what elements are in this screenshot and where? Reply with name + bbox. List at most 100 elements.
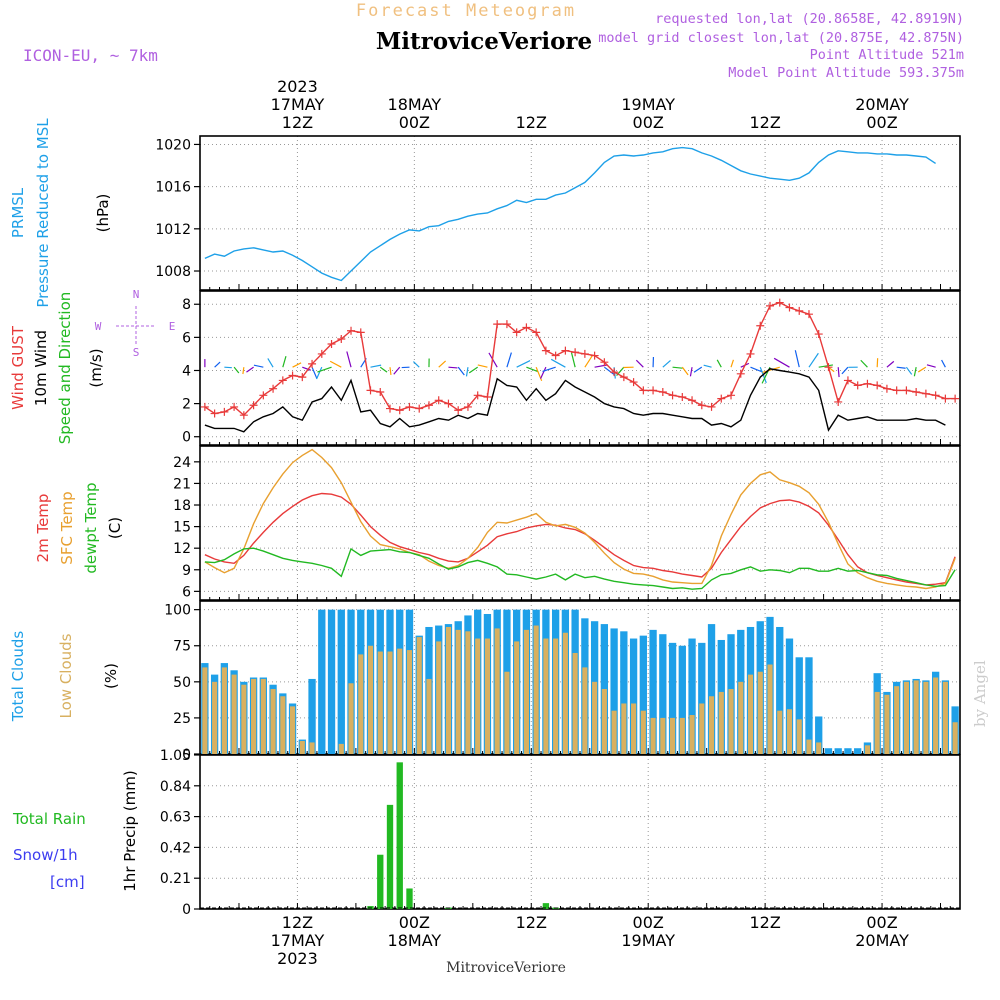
- low-cloud-bar: [562, 632, 568, 754]
- low-cloud-bar: [894, 686, 900, 754]
- compass-letter: W: [95, 320, 102, 333]
- wind-direction-arrow: [379, 366, 388, 373]
- wind-direction-arrow: [506, 352, 512, 368]
- time-label-top: 18MAY: [388, 95, 442, 114]
- time-label-bottom: 12Z: [282, 913, 313, 932]
- low-cloud-bar: [475, 638, 481, 754]
- wind-gust-marker: [551, 351, 560, 360]
- low-cloud-bar: [601, 689, 607, 754]
- low-cloud-bar: [660, 717, 666, 754]
- panel-label: Low Clouds: [57, 633, 75, 718]
- footer-station-name: MitroviceVeriore: [446, 960, 566, 976]
- low-cloud-bar: [816, 742, 822, 754]
- wind-gust-marker: [892, 386, 901, 395]
- wind-gust-marker: [278, 376, 287, 385]
- panel-label: Pressure Reduced to MSL: [34, 118, 52, 308]
- wind-gust-marker: [785, 303, 794, 312]
- time-label-bottom: 20MAY: [855, 931, 909, 950]
- y-tick-label: 2: [182, 397, 191, 413]
- low-cloud-bar: [777, 710, 783, 754]
- y-tick-label: 4: [182, 363, 191, 379]
- wind-gust-marker: [814, 330, 823, 339]
- low-cloud-bar: [523, 629, 529, 754]
- y-tick-label: 15: [173, 520, 191, 536]
- temperature-line-1: [204, 448, 956, 590]
- wind-gust-marker: [873, 381, 882, 390]
- y-tick-label: 0.63: [160, 810, 191, 826]
- time-label-bottom: 19MAY: [621, 931, 675, 950]
- low-cloud-bar: [884, 694, 890, 754]
- total-cloud-bar: [824, 748, 833, 754]
- wind-direction-arrow: [448, 366, 458, 369]
- low-cloud-bar: [299, 741, 305, 754]
- wind-gust-marker: [532, 328, 541, 337]
- time-label-bottom: 18MAY: [388, 931, 442, 950]
- total-cloud-bar: [629, 638, 638, 754]
- panel-label: Total Clouds: [9, 631, 27, 723]
- compass-letter: S: [133, 346, 140, 359]
- low-cloud-bar: [708, 696, 715, 754]
- wind-direction-arrow: [516, 360, 531, 368]
- model-point-altitude: Model Point Altitude 593.375m: [728, 65, 964, 81]
- wind-gust-marker: [678, 392, 687, 401]
- wind-direction-arrow: [550, 358, 566, 368]
- low-cloud-bar: [290, 706, 296, 754]
- wind-gust-marker: [658, 388, 667, 397]
- wind-gust-marker: [619, 373, 628, 382]
- wind-direction-arrow: [913, 367, 917, 377]
- wind-gust-marker: [717, 394, 726, 403]
- total-cloud-bar: [854, 748, 862, 754]
- time-label-bottom: 2023: [277, 949, 318, 968]
- wind-gust-marker: [366, 386, 375, 395]
- low-cloud-bar: [621, 703, 627, 754]
- wind-gust-marker: [834, 397, 843, 406]
- pressure-panel: 1008 1012 1016 1020 PRMSL Pressure Reduced to…: [9, 118, 961, 308]
- wind-gust-marker: [921, 389, 930, 398]
- low-cloud-bar: [718, 691, 724, 754]
- temperature-line-2: [204, 547, 956, 590]
- wind-direction-arrow: [389, 367, 392, 375]
- wind-gust-marker: [327, 339, 336, 348]
- wind-direction-arrow: [329, 360, 342, 368]
- low-cloud-bar: [572, 652, 578, 754]
- wind-gust-marker: [824, 363, 833, 372]
- low-cloud-bar: [309, 742, 315, 754]
- wind-direction-arrow: [841, 366, 849, 375]
- low-cloud-bar: [553, 638, 559, 754]
- total-cloud-bar: [805, 657, 813, 754]
- wind-direction-arrow: [253, 364, 264, 368]
- panel-label: Total Rain: [12, 810, 86, 828]
- wind-gust-marker: [230, 402, 239, 411]
- low-cloud-bar: [387, 651, 393, 754]
- wind-direction-arrow: [917, 366, 927, 373]
- panel-label: SFC Temp: [58, 491, 76, 564]
- low-cloud-bar: [504, 671, 510, 754]
- y-tick-label: 24: [173, 455, 191, 471]
- panel-label: PRMSL: [9, 187, 27, 238]
- total-cloud-bar: [659, 634, 667, 754]
- credit-watermark: by Angel: [971, 660, 989, 727]
- wind-gust-marker: [727, 391, 736, 400]
- wind-direction-arrow: [457, 366, 465, 376]
- panel-label: Wind GUST: [9, 325, 27, 410]
- wind-gust-marker: [795, 306, 804, 315]
- wind-gust-marker: [424, 401, 433, 410]
- wind-direction-arrow: [412, 361, 420, 368]
- wind-direction-arrow: [837, 367, 840, 378]
- low-cloud-bar: [592, 681, 598, 754]
- low-cloud-bar: [933, 677, 939, 754]
- total-cloud-bar: [698, 642, 706, 754]
- low-cloud-bar: [367, 645, 374, 754]
- total-cloud-bar: [776, 626, 784, 754]
- wind-gust-marker: [512, 328, 521, 337]
- y-tick-label: 9: [182, 563, 191, 579]
- panel-label: Speed and Direction: [56, 292, 74, 445]
- rain-bar: [542, 903, 550, 909]
- low-cloud-bar: [494, 628, 500, 754]
- y-tick-label: 1008: [155, 264, 191, 280]
- y-tick-label: 25: [173, 711, 191, 727]
- y-tick-label: 1016: [155, 180, 191, 196]
- wind-gust-marker: [668, 391, 677, 400]
- low-cloud-bar: [358, 654, 364, 754]
- total-cloud-bar: [795, 657, 803, 754]
